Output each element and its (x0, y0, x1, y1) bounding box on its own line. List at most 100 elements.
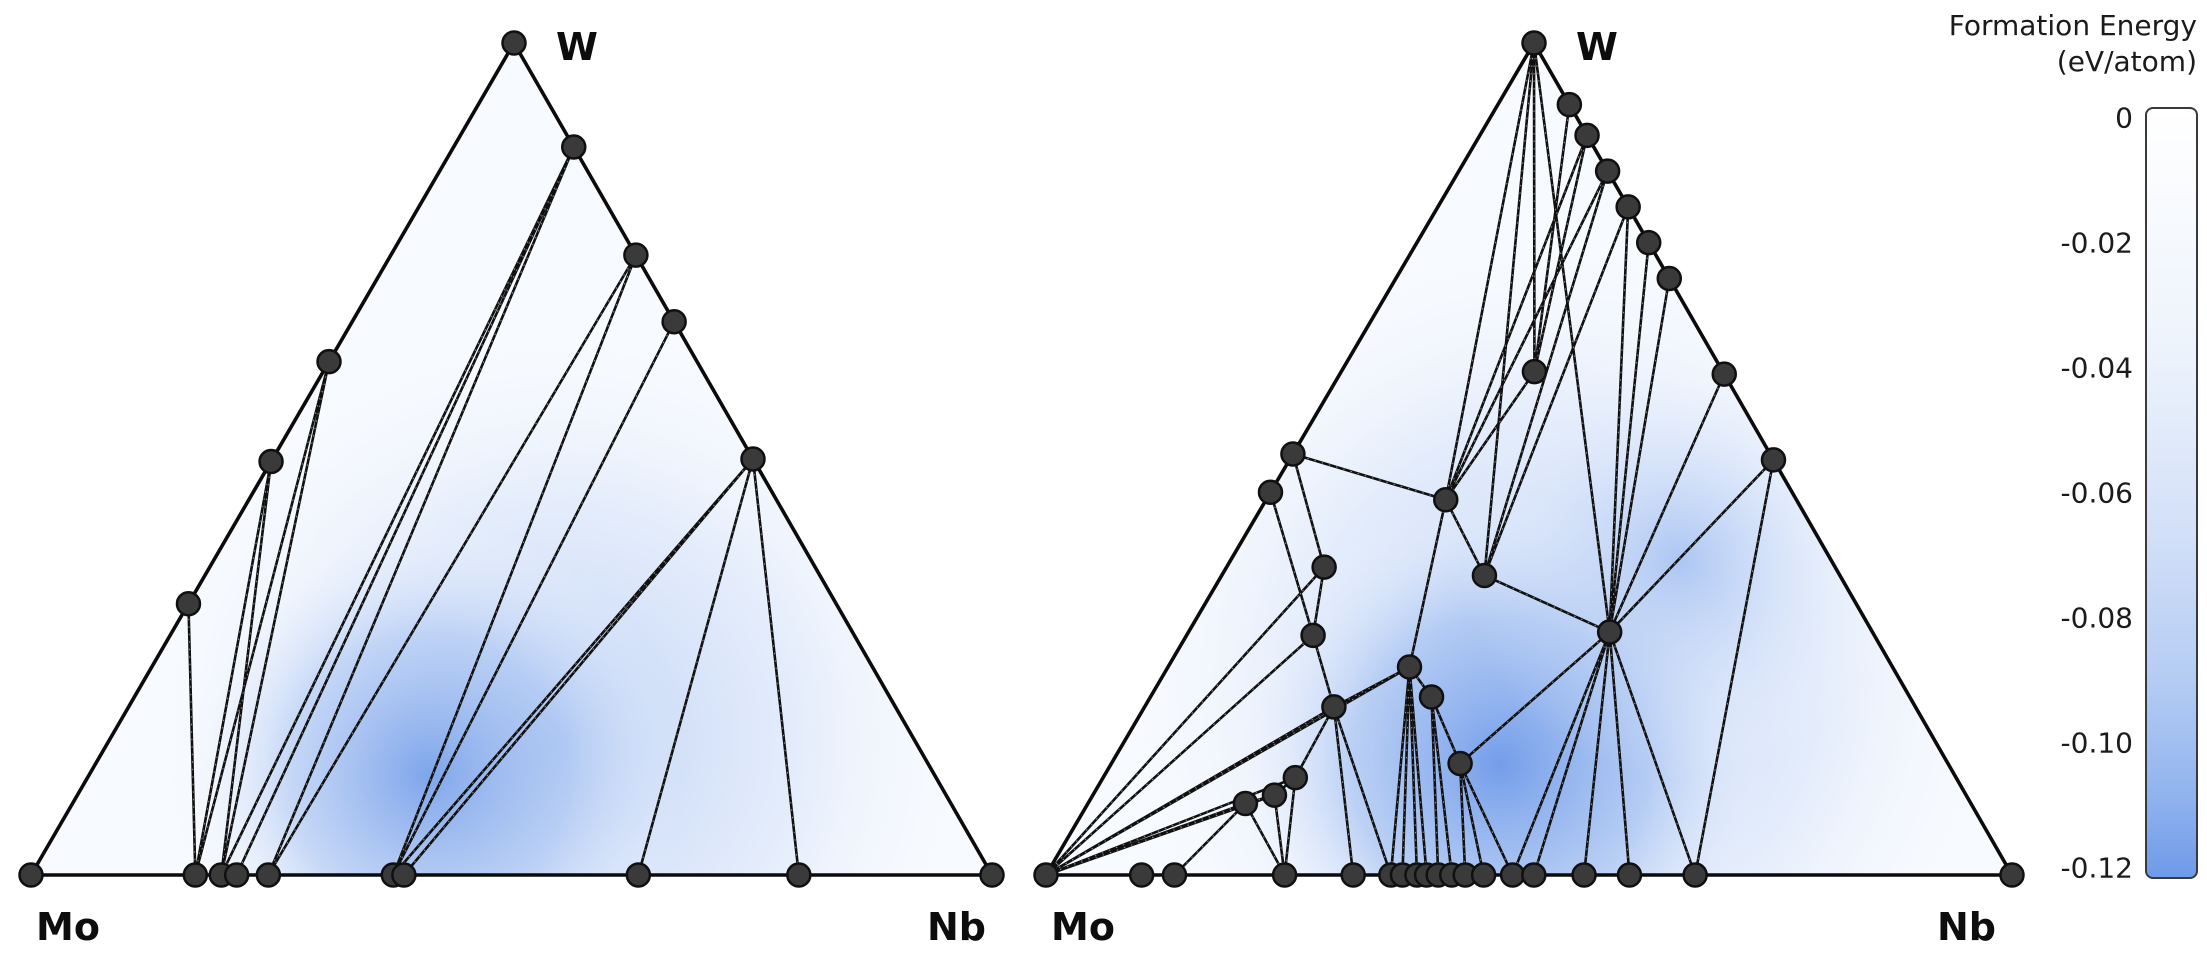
phase-point (1635, 229, 1662, 256)
tie-line-texture (1245, 794, 1275, 804)
phase-point (1574, 122, 1600, 149)
colorbar-tick: -0.10 (2060, 726, 2133, 760)
phase-point (1271, 862, 1298, 888)
tie-line-texture (1409, 666, 1428, 876)
phase-point (1760, 447, 1787, 473)
phase-point (1311, 554, 1337, 580)
ternary-diagram-right: Mo Nb W (1033, 25, 2025, 949)
vertex-label-W: W (556, 25, 598, 69)
colorbar-tick: -0.08 (2060, 601, 2133, 635)
tie-line-texture (1045, 706, 1335, 876)
tie-line (1608, 458, 1775, 633)
tie-line (267, 146, 575, 876)
phase-point (1711, 361, 1737, 387)
tie-line-texture (187, 603, 196, 876)
phase-point (1615, 194, 1641, 220)
tie-line (637, 458, 755, 876)
phase-point (1161, 862, 1188, 888)
tie-line (1273, 794, 1286, 876)
tie-line (1294, 706, 1336, 779)
phase-point (1470, 862, 1497, 888)
tie-line (220, 361, 331, 876)
tie-line (1444, 370, 1536, 501)
tie-line-texture (267, 254, 637, 876)
colorbar-title-line1: Formation Energy (1948, 9, 2197, 42)
phase-point (1521, 30, 1547, 56)
tie-line-texture (1484, 575, 1610, 633)
tie-line-texture (403, 458, 754, 876)
phase-point (258, 448, 284, 475)
phase-point (316, 348, 342, 375)
colorbar-tick: -0.04 (2060, 351, 2133, 385)
tie-line-texture (1292, 453, 1325, 568)
phase-point (740, 446, 766, 472)
tie-line-texture (1284, 777, 1296, 876)
phase-point (1616, 862, 1643, 888)
tie-line-texture (1583, 632, 1611, 876)
vertex-label-W: W (1576, 25, 1618, 69)
colorbar-tick: -0.06 (2060, 476, 2133, 510)
tie-line (1444, 499, 1486, 577)
tie-line-texture (1409, 499, 1447, 668)
tie-line (220, 146, 575, 876)
tie-line (1458, 763, 1467, 876)
tie-line-texture (1401, 666, 1410, 876)
phase-point (18, 862, 44, 888)
phase-point (1128, 862, 1155, 888)
tie-line (1483, 206, 1630, 576)
colorbar-gradient-bar (2145, 107, 2198, 879)
tie-line (1608, 373, 1726, 633)
colorbar-title-line2: (eV/atom) (2056, 45, 2197, 78)
vertex-label-Nb: Nb (927, 905, 986, 949)
phase-point (1521, 358, 1548, 385)
tie-line-texture (1533, 135, 1588, 372)
colorbar-tick: 0 (2115, 101, 2133, 135)
phase-point (1433, 487, 1459, 513)
vertex-label-Nb: Nb (1937, 905, 1996, 949)
phase-point (1471, 562, 1498, 589)
phase-point (1594, 158, 1621, 184)
tie-line-texture (1445, 42, 1535, 500)
phase-point (1300, 622, 1326, 649)
tie-line (219, 461, 273, 876)
tie-line-texture (194, 461, 272, 876)
tie-line-texture (1609, 242, 1650, 633)
tie-line (1430, 696, 1440, 876)
phase-point (1418, 684, 1445, 710)
tie-line (1608, 278, 1671, 633)
tie-line-texture (1445, 135, 1588, 500)
phase-point (625, 862, 652, 888)
phase-point (175, 591, 202, 617)
tie-line-texture (1609, 631, 1696, 876)
tie-line (1332, 706, 1355, 876)
tie-line-texture (236, 146, 575, 876)
tie-line (1389, 666, 1411, 876)
tie-line-texture (1445, 170, 1609, 500)
tie-line (1430, 696, 1454, 876)
diagrams-group: Mo Nb W Mo Nb W (18, 25, 2025, 949)
tie-line-texture (1609, 632, 1630, 876)
tie-line-texture (1045, 566, 1325, 876)
phase-point (182, 862, 209, 888)
phase-point (1033, 862, 1059, 888)
tie-line (1608, 206, 1630, 633)
tie-line (392, 254, 638, 876)
tie-line (1533, 104, 1571, 372)
phase-point (786, 862, 812, 888)
vertex-label-Mo: Mo (1051, 905, 1115, 949)
tie-line-texture (1174, 803, 1246, 876)
colorbar-title: Formation Energy (eV/atom) (1949, 8, 2197, 80)
tie-line-texture (1045, 794, 1275, 876)
phase-point (501, 30, 527, 56)
phase-point (391, 862, 417, 888)
ternary-diagram-left: Mo Nb W (18, 25, 1005, 949)
phase-point (661, 308, 687, 335)
colorbar-tick: -0.12 (2060, 851, 2133, 885)
phase-point (1571, 862, 1597, 888)
phase-point (1257, 479, 1284, 506)
phase-point (1682, 862, 1708, 888)
tie-line (1333, 665, 1411, 709)
phase-point (1280, 441, 1306, 467)
